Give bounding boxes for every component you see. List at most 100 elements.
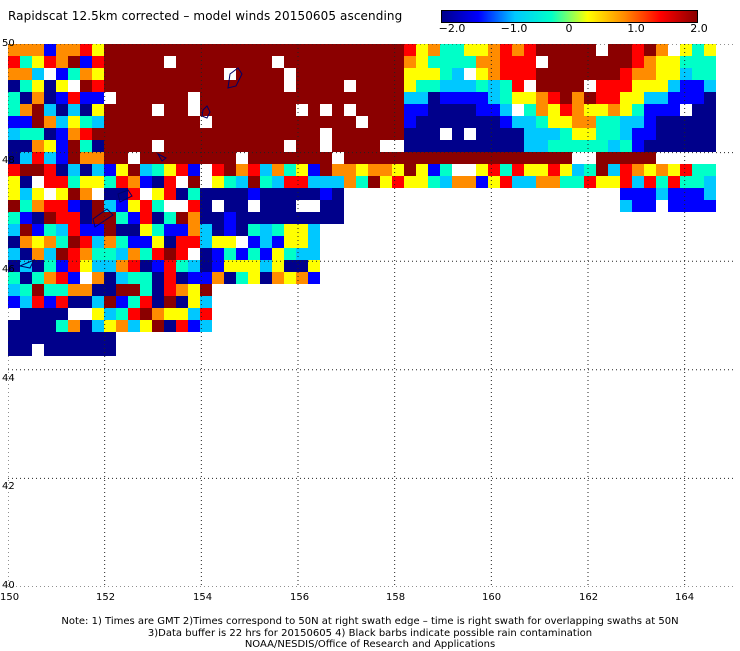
wind-cell xyxy=(368,164,380,176)
wind-cell xyxy=(224,56,236,68)
wind-cell xyxy=(80,320,92,332)
wind-cell xyxy=(248,224,260,236)
wind-cell xyxy=(668,68,680,80)
wind-cell xyxy=(452,152,464,164)
wind-cell xyxy=(332,188,344,200)
wind-cell xyxy=(32,80,44,92)
wind-cell xyxy=(380,128,392,140)
wind-cell xyxy=(548,140,560,152)
wind-cell xyxy=(608,80,620,92)
wind-cell xyxy=(152,284,164,296)
wind-cell xyxy=(620,44,632,56)
wind-cell xyxy=(704,80,716,92)
wind-cell xyxy=(128,104,140,116)
wind-cell xyxy=(548,68,560,80)
wind-cell xyxy=(32,296,44,308)
wind-cell xyxy=(212,44,224,56)
wind-cell xyxy=(608,104,620,116)
wind-cell xyxy=(92,236,104,248)
wind-cell xyxy=(548,176,560,188)
wind-cell xyxy=(620,176,632,188)
wind-cell xyxy=(44,116,56,128)
wind-cell xyxy=(176,248,188,260)
lon-label-164: 164 xyxy=(675,592,695,603)
wind-cell xyxy=(272,224,284,236)
wind-cell xyxy=(284,92,296,104)
wind-cell xyxy=(332,140,344,152)
wind-cell xyxy=(572,92,584,104)
wind-cell xyxy=(380,68,392,80)
lat-label-44: 44 xyxy=(2,373,15,384)
wind-cell xyxy=(428,44,440,56)
wind-cell xyxy=(140,224,152,236)
wind-cell xyxy=(308,236,320,248)
wind-cell xyxy=(56,200,68,212)
wind-cell xyxy=(140,116,152,128)
wind-cell xyxy=(596,56,608,68)
wind-cell xyxy=(320,164,332,176)
wind-cell xyxy=(380,104,392,116)
wind-cell xyxy=(488,68,500,80)
wind-cell xyxy=(260,188,272,200)
wind-cell xyxy=(284,200,296,212)
wind-cell xyxy=(476,176,488,188)
wind-cell xyxy=(272,188,284,200)
wind-cell xyxy=(44,284,56,296)
wind-cell xyxy=(596,92,608,104)
wind-cell xyxy=(32,104,44,116)
wind-cell xyxy=(152,92,164,104)
wind-difference-cells xyxy=(8,44,716,356)
wind-cell xyxy=(92,272,104,284)
wind-cell xyxy=(116,44,128,56)
wind-cell xyxy=(80,128,92,140)
wind-cell xyxy=(644,80,656,92)
wind-cell xyxy=(104,116,116,128)
wind-cell xyxy=(536,128,548,140)
wind-cell xyxy=(152,44,164,56)
wind-cell xyxy=(464,92,476,104)
wind-cell xyxy=(524,140,536,152)
wind-cell xyxy=(20,176,32,188)
wind-cell xyxy=(656,128,668,140)
wind-cell xyxy=(224,212,236,224)
wind-cell xyxy=(692,80,704,92)
wind-cell xyxy=(380,164,392,176)
wind-cell xyxy=(608,128,620,140)
wind-cell xyxy=(152,68,164,80)
wind-cell xyxy=(44,92,56,104)
wind-cell xyxy=(20,164,32,176)
wind-cell xyxy=(476,164,488,176)
wind-cell xyxy=(224,224,236,236)
wind-cell xyxy=(296,212,308,224)
wind-cell xyxy=(428,140,440,152)
wind-cell xyxy=(20,68,32,80)
wind-cell xyxy=(212,68,224,80)
wind-cell xyxy=(704,188,716,200)
wind-cell xyxy=(308,272,320,284)
wind-cell xyxy=(428,80,440,92)
wind-cell xyxy=(356,56,368,68)
wind-cell xyxy=(56,284,68,296)
wind-cell xyxy=(500,152,512,164)
island-outline xyxy=(117,189,133,203)
wind-cell xyxy=(536,176,548,188)
wind-cell xyxy=(44,152,56,164)
wind-cell xyxy=(308,224,320,236)
wind-cell xyxy=(608,68,620,80)
wind-cell xyxy=(200,44,212,56)
wind-cell xyxy=(428,128,440,140)
wind-cell xyxy=(560,140,572,152)
wind-cell xyxy=(656,116,668,128)
wind-cell xyxy=(680,188,692,200)
wind-cell xyxy=(272,212,284,224)
wind-cell xyxy=(188,200,200,212)
wind-cell xyxy=(116,284,128,296)
wind-cell xyxy=(92,92,104,104)
wind-cell xyxy=(128,248,140,260)
wind-cell xyxy=(608,44,620,56)
wind-cell xyxy=(32,128,44,140)
wind-cell xyxy=(356,104,368,116)
wind-cell xyxy=(548,128,560,140)
wind-cell xyxy=(176,296,188,308)
wind-cell xyxy=(68,92,80,104)
